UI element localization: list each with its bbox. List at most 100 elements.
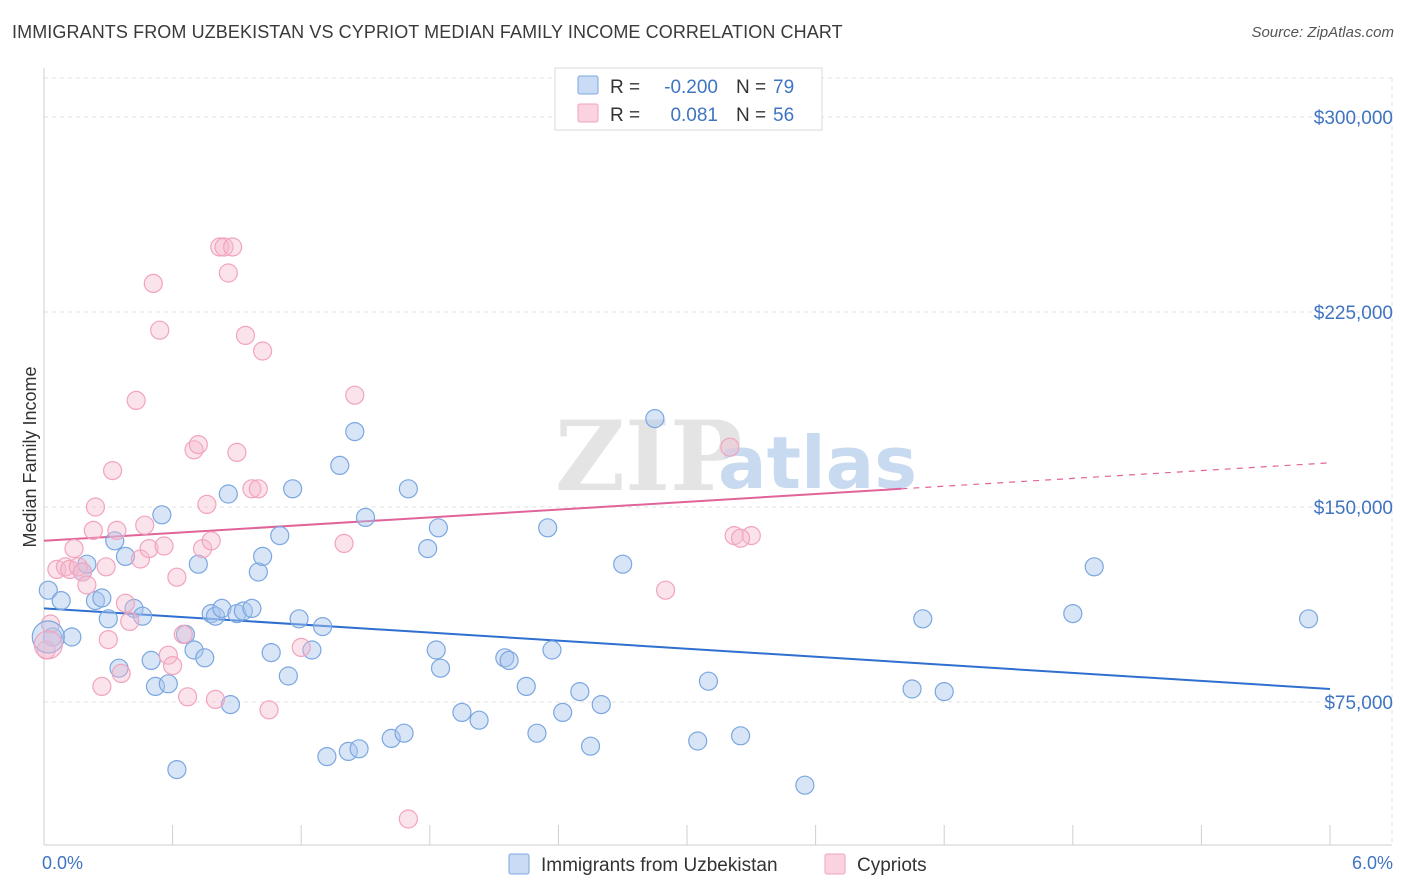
uzbekistan-point-52 [430, 658, 451, 678]
cypriots-point-29 [173, 624, 193, 645]
bottom-legend-swatch-cypriots [824, 853, 846, 875]
uzbekistan-point-74 [1063, 603, 1083, 624]
uzbekistan-point-0 [38, 580, 58, 600]
x-tick-label-1: 6.0% [1352, 853, 1393, 873]
uzbekistan-point-27 [220, 694, 241, 715]
bottom-legend-swatch-uzbekistan [508, 853, 530, 875]
uzbekistan-point-32 [253, 546, 273, 567]
uzbekistan-point-24 [205, 606, 226, 626]
watermark: ZIP atlas [555, 400, 917, 513]
uzbekistan-point-11 [115, 546, 136, 567]
cypriots-point-11 [92, 676, 112, 697]
uzbekistan-point-65 [613, 554, 633, 574]
y-tick-labels: $75,000 $150,000 $225,000 $300,000 [1314, 108, 1393, 714]
uzbekistan-point-8 [98, 609, 118, 629]
legend-n-value-2: 56 [773, 105, 794, 126]
uzbekistan-point-57 [516, 676, 536, 697]
y-tick-label-1: $150,000 [1314, 498, 1393, 519]
cypriots-point-34 [197, 494, 217, 514]
trend-line-cypriots [43, 487, 902, 542]
uzbekistan-point-62 [570, 681, 590, 702]
y-axis-label: Median Family Income [20, 366, 40, 547]
cypriots-point-50 [398, 809, 418, 829]
uzbekistan-point-large [31, 620, 65, 654]
legend-top: R = -0.200 N = 79 R = 0.081 N = 56 [554, 67, 823, 131]
uzbekistan-point-22 [195, 648, 215, 668]
cypriots-point-27 [163, 655, 183, 676]
uzbekistan-point-70 [795, 775, 815, 795]
uzbekistan-point-59 [538, 518, 558, 538]
cypriots-point-24 [150, 320, 170, 340]
uzbekistan-point-48 [398, 479, 418, 499]
cypriots-point-22 [139, 538, 159, 559]
data-points [31, 237, 1319, 829]
chart-title: IMMIGRANTS FROM UZBEKISTAN VS CYPRIOT ME… [12, 22, 843, 42]
uzbekistan-point-41 [330, 455, 350, 475]
uzbekistan-point-58 [527, 723, 547, 743]
bottom-legend-label-cypriots: Cypriots [857, 855, 927, 876]
uzbekistan-point-37 [289, 609, 309, 629]
cypriots-point-5 [64, 538, 84, 559]
uzbekistan-point-51 [428, 518, 448, 538]
uzbekistan-point-21 [188, 554, 208, 574]
uzbekistan-point-34 [270, 525, 290, 546]
cypriots-point-39 [218, 263, 238, 283]
cypriots-point-35 [201, 531, 221, 551]
legend-r-value-2: 0.081 [670, 105, 718, 126]
cypriots-point-23 [143, 273, 163, 293]
uzbekistan-point-72 [913, 609, 933, 629]
uzbekistan-point-71 [902, 679, 922, 699]
cypriots-point-8 [77, 575, 97, 595]
x-tick-label-0: 0.0% [42, 853, 83, 873]
uzbekistan-point-33 [261, 642, 281, 663]
legend-n-value-1: 79 [773, 77, 794, 98]
y-tick-label-2: $225,000 [1314, 303, 1393, 324]
uzbekistan-point-18 [167, 759, 187, 780]
y-tick-label-0: $75,000 [1324, 693, 1393, 714]
legend-swatch-cypriots [577, 103, 599, 123]
trend-line-cypriots-extension [901, 462, 1331, 490]
cypriots-point-13 [98, 629, 118, 650]
uzbekistan-point-67 [688, 731, 708, 751]
cypriots-point-32 [188, 435, 208, 455]
uzbekistan-point-68 [698, 671, 719, 691]
uzbekistan-point-45 [355, 507, 376, 528]
uzbekistan-point-30 [242, 598, 262, 619]
uzbekistan-point-31 [248, 562, 268, 582]
uzbekistan-point-73 [934, 681, 954, 702]
cypriots-point-15 [107, 520, 127, 541]
cypriots-point-12 [96, 557, 116, 577]
cypriots-point-48 [334, 533, 354, 554]
legend-bottom: Immigrants from Uzbekistan Cypriots [508, 853, 927, 876]
cypriots-point-18 [120, 611, 140, 632]
uzbekistan-point-16 [152, 505, 172, 525]
legend-r-label-2: R = [610, 105, 640, 126]
uzbekistan-point-44 [349, 739, 369, 759]
uzbekistan-point-7 [92, 588, 112, 608]
uzbekistan-point-66 [645, 409, 665, 429]
legend-r-label-1: R = [610, 77, 640, 98]
uzbekistan-point-75 [1084, 557, 1104, 577]
cypriots-point-10 [85, 497, 106, 517]
cypriots-point-19 [126, 390, 146, 410]
cypriots-point-26 [158, 645, 178, 665]
uzbekistan-point-36 [283, 479, 303, 499]
trend-line-uzbekistan [43, 607, 1331, 690]
uzbekistan-point-49 [418, 538, 438, 559]
cypriots-point-28 [167, 567, 187, 587]
cypriots-point-large [33, 630, 63, 660]
cypriots-point-55 [730, 528, 751, 548]
uzbekistan-point-43 [345, 422, 365, 442]
uzbekistan-point-63 [580, 736, 601, 756]
uzbekistan-point-14 [141, 650, 161, 671]
cypriots-point-25 [154, 536, 174, 556]
source-credit: Source: ZipAtlas.com [1251, 24, 1394, 41]
uzbekistan-point-60 [542, 640, 562, 660]
cypriots-point-51 [655, 580, 676, 600]
cypriots-point-1 [40, 614, 61, 634]
uzbekistan-point-20 [184, 640, 204, 660]
uzbekistan-point-47 [394, 723, 414, 743]
cypriots-point-9 [83, 520, 103, 541]
trend-lines [43, 462, 1331, 690]
